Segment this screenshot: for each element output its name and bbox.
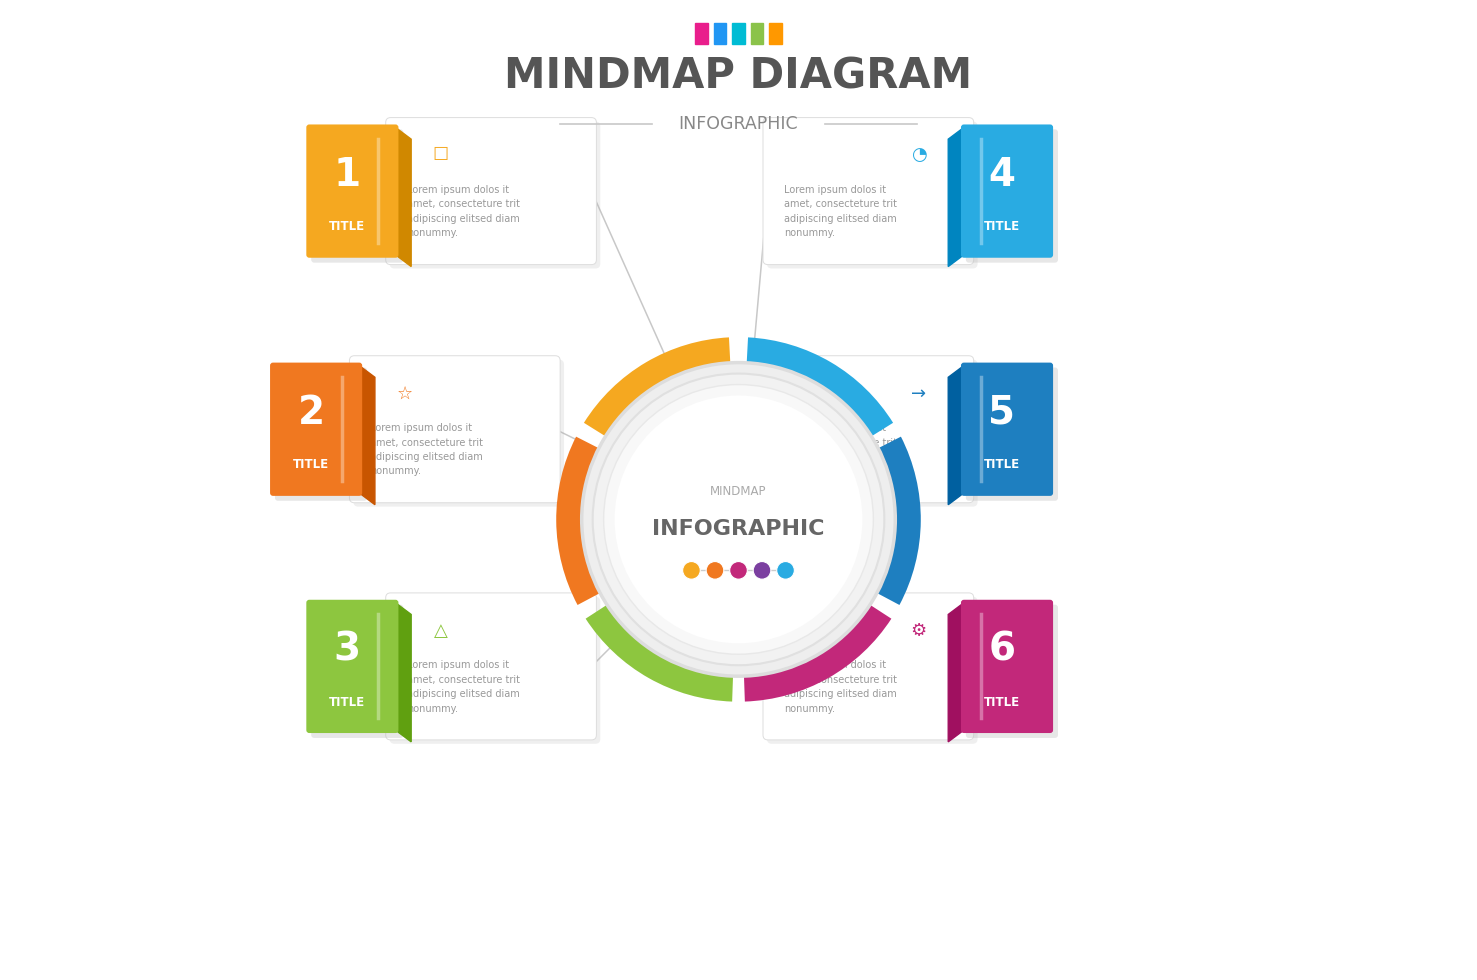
FancyBboxPatch shape <box>767 122 978 269</box>
Polygon shape <box>396 603 411 742</box>
FancyBboxPatch shape <box>306 124 399 258</box>
Wedge shape <box>583 337 730 436</box>
Bar <box>713 23 727 44</box>
Text: TITLE: TITLE <box>984 459 1021 471</box>
Bar <box>770 23 783 44</box>
Polygon shape <box>948 366 964 505</box>
Wedge shape <box>585 605 733 702</box>
FancyBboxPatch shape <box>767 597 978 744</box>
FancyBboxPatch shape <box>966 368 1058 501</box>
FancyBboxPatch shape <box>353 360 564 507</box>
Text: Lorem ipsum dolos it
amet, consecteture trit
adipiscing elitsed diam
nonummy.: Lorem ipsum dolos it amet, consecteture … <box>406 185 520 238</box>
Polygon shape <box>948 603 964 742</box>
FancyBboxPatch shape <box>385 593 597 740</box>
Bar <box>750 23 764 44</box>
FancyBboxPatch shape <box>764 356 973 503</box>
Polygon shape <box>359 366 375 505</box>
Polygon shape <box>948 127 964 267</box>
Text: INFOGRAPHIC: INFOGRAPHIC <box>679 116 798 133</box>
FancyBboxPatch shape <box>764 118 973 265</box>
Text: ☐: ☐ <box>433 146 449 165</box>
FancyBboxPatch shape <box>275 368 368 501</box>
Text: Lorem ipsum dolos it
amet, consecteture trit
adipiscing elitsed diam
nonummy.: Lorem ipsum dolos it amet, consecteture … <box>784 661 897 713</box>
FancyBboxPatch shape <box>962 600 1053 733</box>
Circle shape <box>614 396 863 643</box>
Text: TITLE: TITLE <box>984 696 1021 709</box>
FancyBboxPatch shape <box>385 118 597 265</box>
Text: TITLE: TITLE <box>329 220 365 233</box>
Circle shape <box>592 373 885 665</box>
FancyBboxPatch shape <box>312 605 403 738</box>
FancyBboxPatch shape <box>966 129 1058 263</box>
Wedge shape <box>557 437 600 605</box>
Wedge shape <box>744 605 892 702</box>
Text: 6: 6 <box>988 631 1015 668</box>
Circle shape <box>706 562 724 579</box>
Text: 1: 1 <box>334 156 360 193</box>
Circle shape <box>730 562 747 579</box>
Bar <box>694 23 707 44</box>
FancyBboxPatch shape <box>962 363 1053 496</box>
Circle shape <box>582 363 895 676</box>
Text: MINDMAP DIAGRAM: MINDMAP DIAGRAM <box>505 56 972 98</box>
FancyBboxPatch shape <box>390 597 600 744</box>
Circle shape <box>753 562 771 579</box>
Wedge shape <box>747 337 894 436</box>
FancyBboxPatch shape <box>350 356 560 503</box>
Text: 5: 5 <box>988 394 1015 431</box>
Wedge shape <box>877 437 920 605</box>
Text: TITLE: TITLE <box>984 220 1021 233</box>
Text: TITLE: TITLE <box>329 696 365 709</box>
FancyBboxPatch shape <box>270 363 362 496</box>
Text: →: → <box>911 384 926 403</box>
Text: ☆: ☆ <box>396 384 412 403</box>
Text: Lorem ipsum dolos it
amet, consecteture trit
adipiscing elitsed diam
nonummy.: Lorem ipsum dolos it amet, consecteture … <box>784 423 897 476</box>
FancyBboxPatch shape <box>767 360 978 507</box>
Text: 3: 3 <box>334 631 360 668</box>
FancyBboxPatch shape <box>764 593 973 740</box>
Text: TITLE: TITLE <box>292 459 329 471</box>
Circle shape <box>604 384 873 655</box>
Text: Lorem ipsum dolos it
amet, consecteture trit
adipiscing elitsed diam
nonummy.: Lorem ipsum dolos it amet, consecteture … <box>371 423 483 476</box>
FancyBboxPatch shape <box>962 124 1053 258</box>
Bar <box>733 23 744 44</box>
FancyBboxPatch shape <box>390 122 600 269</box>
FancyBboxPatch shape <box>306 600 399 733</box>
Text: 4: 4 <box>988 156 1015 193</box>
Text: △: △ <box>434 621 448 640</box>
Text: Lorem ipsum dolos it
amet, consecteture trit
adipiscing elitsed diam
nonummy.: Lorem ipsum dolos it amet, consecteture … <box>784 185 897 238</box>
Text: MINDMAP: MINDMAP <box>710 485 767 499</box>
Text: INFOGRAPHIC: INFOGRAPHIC <box>653 519 824 539</box>
Text: ⚙: ⚙ <box>910 621 926 640</box>
FancyBboxPatch shape <box>966 605 1058 738</box>
Circle shape <box>777 562 795 579</box>
Text: ◔: ◔ <box>911 146 926 165</box>
Text: Lorem ipsum dolos it
amet, consecteture trit
adipiscing elitsed diam
nonummy.: Lorem ipsum dolos it amet, consecteture … <box>406 661 520 713</box>
Text: 2: 2 <box>297 394 325 431</box>
FancyBboxPatch shape <box>312 129 403 263</box>
Polygon shape <box>396 127 411 267</box>
Circle shape <box>682 562 700 579</box>
